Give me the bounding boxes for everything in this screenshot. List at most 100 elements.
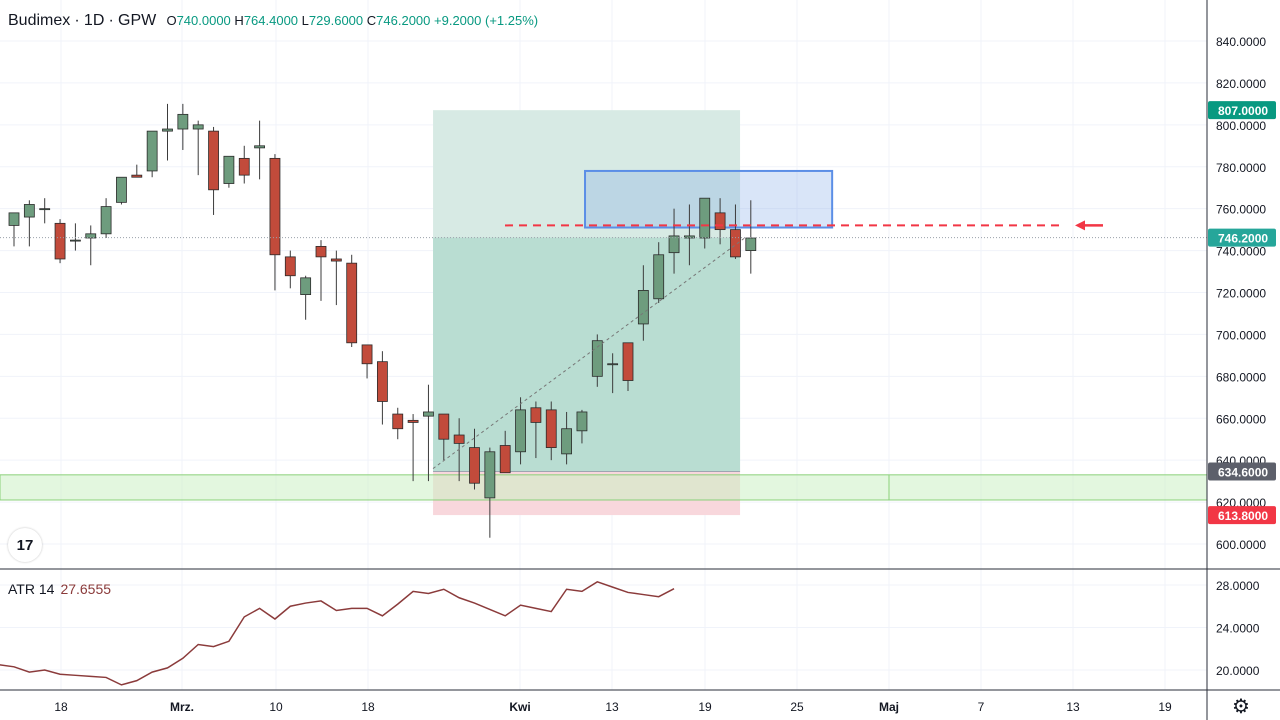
ohlc-values: O740.0000 H764.4000 L729.6000 C746.2000 …	[166, 13, 538, 28]
high-label: H	[234, 13, 244, 28]
candle	[438, 413, 450, 461]
candle	[346, 254, 358, 347]
gear-icon[interactable]: ⚙	[1232, 696, 1250, 718]
price-badge-bg	[1208, 228, 1276, 247]
candle	[530, 401, 542, 459]
candle-body	[714, 212, 726, 231]
price-tick-label: 820.0000	[1216, 77, 1266, 91]
candle	[699, 197, 711, 249]
candle	[223, 155, 235, 188]
candle	[315, 240, 327, 301]
candle	[376, 351, 388, 425]
candle-body	[330, 258, 342, 262]
candle-body	[300, 277, 312, 295]
candle	[116, 176, 127, 205]
candle	[668, 208, 680, 274]
header-separator: ·	[74, 12, 80, 29]
time-axis-label: 13	[1066, 700, 1080, 714]
change-value: +9.2000	[434, 13, 482, 28]
candle-body	[8, 212, 20, 226]
candle	[622, 342, 634, 392]
candle-body	[269, 157, 281, 256]
profit-zone-filled	[433, 237, 741, 472]
low-value: 729.6000	[308, 13, 364, 28]
time-axis-label: 7	[978, 700, 985, 714]
time-axis-label: Maj	[879, 700, 899, 714]
support-zone	[0, 474, 1208, 501]
atr-legend[interactable]: ATR 14 27.6555	[8, 581, 111, 597]
candle	[407, 414, 419, 482]
price-tick-label: 680.0000	[1216, 370, 1266, 384]
price-tick-label: 800.0000	[1216, 119, 1266, 133]
price-badge: 613.8000	[1208, 506, 1276, 525]
candle-body	[730, 229, 741, 258]
atr-tick-label: 28.0000	[1216, 579, 1260, 593]
candle	[653, 242, 665, 303]
close-value: 746.2000	[376, 13, 431, 28]
candle	[8, 212, 20, 247]
candle	[484, 447, 496, 538]
candle-body	[208, 130, 219, 191]
tradingview-logo-icon[interactable]: 17	[8, 528, 42, 562]
candle-body	[745, 237, 757, 251]
candle	[423, 384, 434, 482]
candle	[23, 200, 35, 247]
candle	[192, 120, 204, 176]
alert-arrow-icon	[1075, 220, 1085, 231]
candle	[591, 334, 603, 387]
candle	[515, 397, 526, 465]
price-tick-label: 760.0000	[1216, 203, 1266, 217]
candle	[131, 164, 143, 178]
change-percent: (+1.25%)	[485, 13, 539, 28]
price-badge: 634.6000	[1208, 462, 1276, 481]
price-badge: 807.0000	[1208, 101, 1276, 120]
candle-body	[254, 145, 266, 149]
candle-body	[622, 342, 634, 381]
candle	[162, 103, 173, 161]
candle-body	[438, 413, 450, 440]
candle-body	[637, 290, 649, 325]
price-tick-label: 840.0000	[1216, 35, 1266, 49]
candle-body	[453, 434, 465, 444]
candle-body	[54, 222, 66, 260]
atr-tick-label: 20.0000	[1216, 664, 1260, 678]
candle	[714, 198, 726, 245]
price-badge: 746.2000	[1208, 228, 1276, 247]
candle	[177, 103, 189, 150]
candle	[330, 250, 342, 306]
candle-body	[545, 409, 557, 448]
candle	[607, 353, 619, 394]
candle	[146, 130, 158, 178]
candle-body	[284, 256, 296, 277]
candle	[254, 120, 266, 180]
price-tick-label: 780.0000	[1216, 161, 1266, 175]
atr-tick-label: 24.0000	[1216, 622, 1260, 636]
candle-body	[576, 411, 588, 432]
candles	[8, 103, 757, 538]
atr-name: ATR 14	[8, 581, 55, 597]
candle-body	[361, 344, 373, 365]
time-axis-label: 13	[605, 700, 619, 714]
trend-line	[432, 237, 745, 469]
candle	[238, 145, 250, 184]
candle	[561, 411, 572, 465]
atr-value: 27.6555	[60, 581, 112, 597]
price-badge-bg	[1208, 101, 1276, 120]
candle-body	[653, 254, 665, 300]
candle-body	[684, 235, 695, 239]
candle-body	[484, 451, 496, 499]
symbol-header[interactable]: Budimex · 1D · GPW O740.0000 H764.4000 L…	[8, 12, 538, 30]
candle	[100, 198, 112, 239]
candle	[208, 126, 219, 215]
interval-label[interactable]: 1D	[83, 12, 105, 29]
candle	[730, 204, 741, 259]
low-label: L	[301, 13, 309, 28]
symbol-name[interactable]: Budimex	[8, 12, 71, 29]
price-tick-label: 660.0000	[1216, 412, 1266, 426]
candle-body	[469, 447, 480, 484]
time-axis-label: 19	[698, 700, 712, 714]
atr-line	[0, 580, 675, 686]
price-tick-label: 700.0000	[1216, 328, 1266, 342]
price-badge-bg	[1208, 506, 1276, 525]
